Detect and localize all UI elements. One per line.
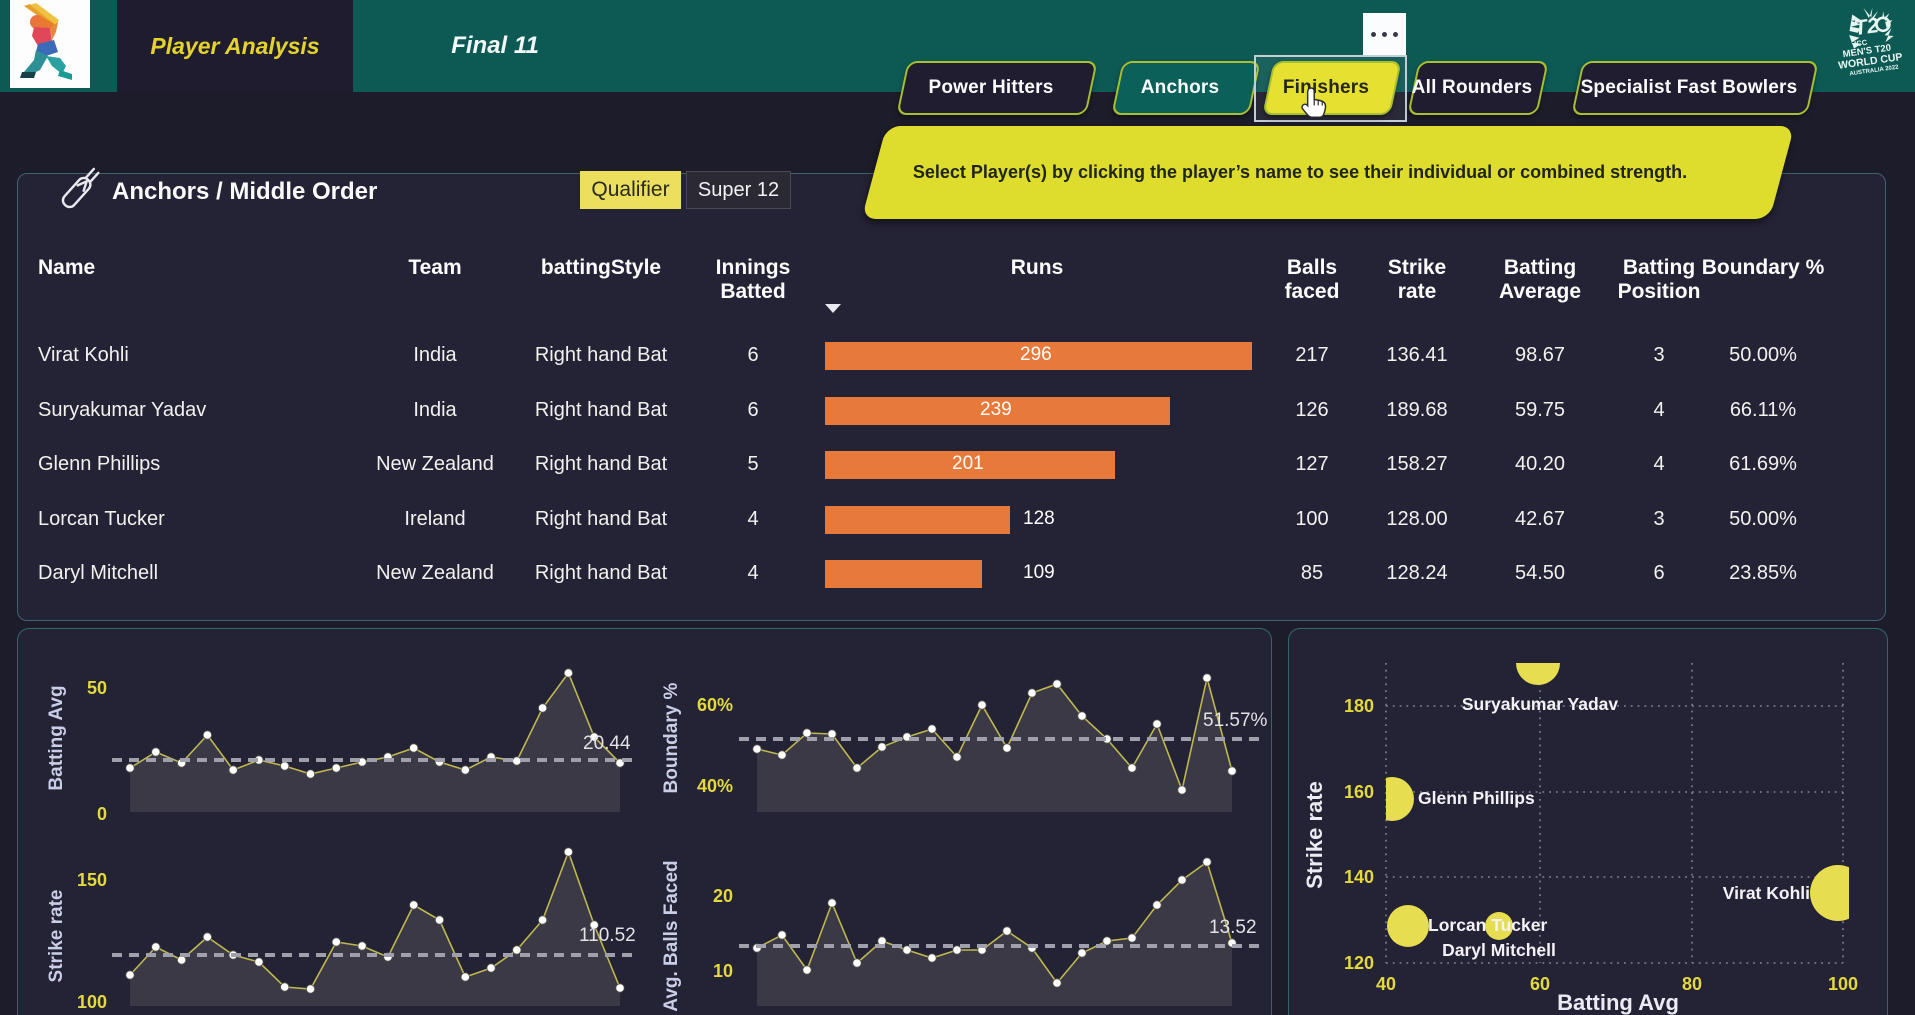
svg-text:Suryakumar Yadav: Suryakumar Yadav (1462, 694, 1619, 714)
svg-text:160: 160 (1344, 782, 1374, 802)
svg-text:50: 50 (87, 678, 107, 698)
svg-text:0: 0 (97, 804, 107, 824)
svg-text:100: 100 (77, 992, 107, 1012)
svg-text:Strike rate: Strike rate (46, 890, 67, 983)
svg-text:Batting Avg: Batting Avg (1557, 990, 1679, 1015)
svg-text:Daryl Mitchell: Daryl Mitchell (1442, 940, 1556, 960)
svg-text:Virat Kohli: Virat Kohli (1723, 883, 1810, 903)
svg-text:AUSTRALIA 2022: AUSTRALIA 2022 (1849, 65, 1899, 76)
svg-text:20.44: 20.44 (583, 733, 631, 754)
svg-text:110.52: 110.52 (579, 925, 636, 946)
svg-text:150: 150 (77, 870, 107, 890)
svg-text:Avg. Balls Faced: Avg. Balls Faced (661, 860, 682, 1011)
svg-text:Glenn Phillips: Glenn Phillips (1418, 788, 1535, 808)
svg-text:10: 10 (713, 961, 733, 981)
svg-text:Strike rate: Strike rate (1302, 781, 1327, 889)
svg-text:Lorcan Tucker: Lorcan Tucker (1428, 915, 1547, 935)
svg-text:100: 100 (1828, 974, 1858, 994)
svg-text:120: 120 (1344, 953, 1374, 973)
svg-text:80: 80 (1682, 974, 1702, 994)
svg-text:13.52: 13.52 (1209, 917, 1257, 938)
svg-text:51.57%: 51.57% (1203, 710, 1268, 731)
svg-text:180: 180 (1344, 696, 1374, 716)
svg-text:ICC: ICC (1854, 38, 1869, 49)
svg-text:Batting Avg: Batting Avg (46, 685, 67, 790)
svg-text:60%: 60% (697, 695, 733, 715)
svg-text:Boundary %: Boundary % (661, 682, 682, 793)
svg-text:140: 140 (1344, 867, 1374, 887)
svg-text:40: 40 (1376, 974, 1396, 994)
svg-text:40%: 40% (697, 776, 733, 796)
svg-text:20: 20 (713, 886, 733, 906)
svg-text:60: 60 (1530, 974, 1550, 994)
